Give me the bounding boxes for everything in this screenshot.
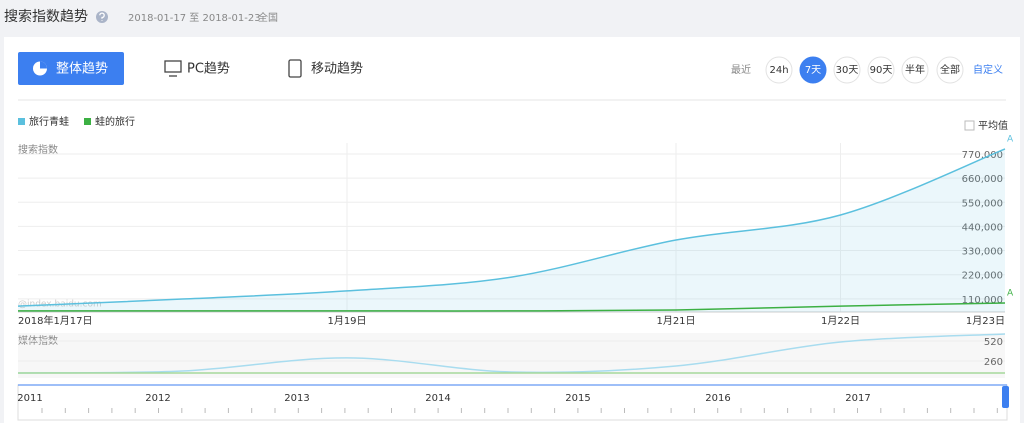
x-tick-label: 1月23日	[966, 315, 1005, 327]
y-tick-label: 520	[984, 337, 1003, 348]
timeline-year: 2017	[845, 393, 870, 404]
pie-icon-wedge	[40, 61, 47, 69]
region: 全国	[258, 11, 278, 24]
y-tick-label: 660,000	[962, 174, 1003, 185]
y-tick-label: 770,000	[962, 150, 1003, 161]
page-title: 搜索指数趋势	[4, 8, 88, 25]
range-button[interactable]	[936, 56, 964, 84]
y-tick-label: 260	[984, 357, 1003, 368]
range-button[interactable]	[765, 56, 793, 84]
checkbox[interactable]	[964, 120, 975, 131]
tab[interactable]: 整体趋势	[56, 61, 108, 77]
tab[interactable]: PC趋势	[187, 61, 230, 77]
legend-label[interactable]: 旅行青蛙	[29, 115, 69, 128]
range-button[interactable]	[901, 56, 929, 84]
y-tick-label: 330,000	[962, 247, 1003, 258]
legend-label[interactable]: 蛙的旅行	[95, 115, 135, 128]
date-range: 2018-01-17 至 2018-01-23	[128, 12, 261, 24]
x-tick-label: 1月19日	[327, 315, 366, 327]
range-option[interactable]: 30天	[836, 65, 859, 76]
pc-icon	[164, 60, 182, 73]
range-option[interactable]: 7天	[805, 65, 821, 76]
range-button[interactable]	[833, 56, 861, 84]
y-tick-label: 220,000	[962, 271, 1003, 282]
timeline-year: 2014	[425, 393, 450, 404]
range-option[interactable]: 90天	[870, 65, 893, 76]
mobile-icon	[288, 59, 302, 78]
x-tick-label: 2018年1月17日	[18, 314, 93, 327]
y-tick-label: 440,000	[962, 222, 1003, 233]
y-tick-label: 550,000	[962, 198, 1003, 209]
timeline-year: 2011	[17, 393, 42, 404]
range-option[interactable]: 半年	[905, 63, 925, 76]
range-button[interactable]	[799, 56, 827, 84]
end-flag: A	[1007, 289, 1014, 299]
x-tick-label: 1月22日	[821, 315, 860, 327]
timeline-year: 2015	[565, 393, 590, 404]
line	[18, 302, 1006, 312]
average-label[interactable]: 平均值	[978, 119, 1008, 132]
timeline-year: 2013	[284, 393, 309, 404]
range-option[interactable]: 24h	[769, 65, 788, 76]
line	[17, 148, 1006, 307]
help-glyph	[99, 12, 105, 21]
tab[interactable]: 移动趋势	[311, 61, 363, 77]
x-tick-label: 1月21日	[656, 315, 695, 327]
legend-swatch	[18, 118, 25, 125]
legend-swatch	[84, 118, 91, 125]
line	[17, 333, 1006, 374]
timeline-handle[interactable]	[1002, 386, 1009, 408]
range-label: 最近	[731, 63, 751, 76]
timeline-year: 2012	[145, 393, 170, 404]
range-option[interactable]: 全部	[940, 63, 960, 76]
range-button[interactable]	[867, 56, 895, 84]
tab-active[interactable]	[18, 52, 124, 85]
end-flag: A	[1007, 134, 1014, 144]
timeline-year: 2016	[705, 393, 730, 404]
y-axis-label: 搜索指数	[18, 143, 58, 156]
y-tick-label: 110,000	[962, 295, 1003, 306]
timeline	[17, 384, 1008, 421]
area	[18, 148, 1005, 312]
range-custom[interactable]: 自定义	[973, 63, 1003, 76]
